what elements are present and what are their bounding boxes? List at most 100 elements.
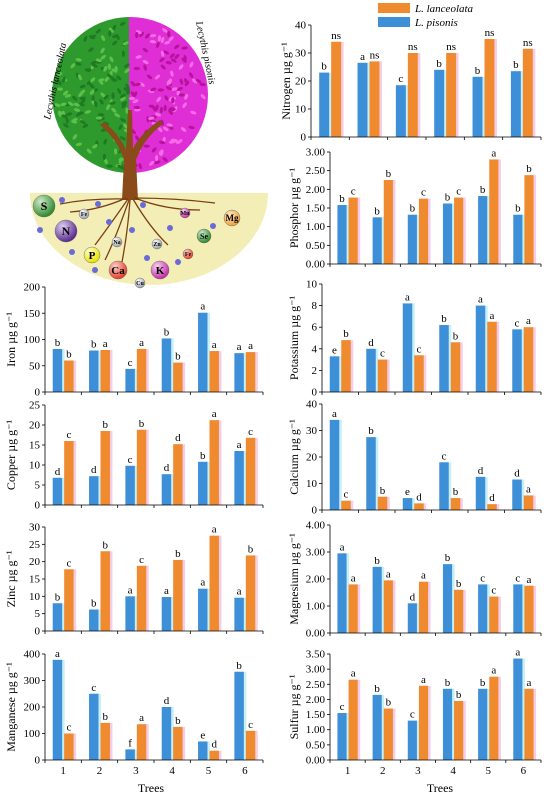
bar — [377, 359, 388, 392]
leaf — [83, 35, 88, 42]
leaf — [191, 78, 198, 84]
bar — [245, 437, 256, 505]
bar — [209, 351, 219, 392]
bar — [377, 496, 388, 510]
leaf — [88, 47, 94, 52]
bar-letter-label: b — [321, 61, 327, 73]
leaf — [64, 94, 72, 98]
leaf — [114, 113, 121, 118]
y-tick-label: 5 — [35, 608, 41, 620]
leaf — [122, 41, 129, 46]
bar — [329, 419, 340, 510]
bar-letter-label: c — [139, 554, 144, 566]
bar-letter-label: c — [410, 709, 415, 721]
leaf — [160, 64, 166, 70]
bar-letter-label: c — [515, 317, 520, 329]
bar-letter-label: d — [164, 695, 170, 707]
bar — [234, 597, 244, 631]
x-tick-label: 4 — [450, 765, 456, 777]
bar-letter-label: ns — [523, 37, 533, 49]
leaf — [177, 139, 183, 144]
bar-letter-label: a — [478, 294, 483, 306]
bar — [357, 62, 368, 137]
bar-letter-label: ns — [446, 41, 456, 53]
leaf — [79, 96, 86, 100]
leaf — [107, 63, 112, 70]
y-tick-label: 0 — [35, 626, 41, 638]
bar — [64, 569, 74, 631]
bar-letter-label: b — [445, 192, 451, 204]
y-tick-label: 0 — [312, 387, 318, 399]
bar — [487, 321, 497, 392]
bar-letter-label: c — [417, 343, 422, 355]
leaf — [62, 90, 69, 96]
y-tick-label: 25 — [29, 539, 41, 551]
bar — [341, 500, 351, 510]
bar-letter-label: b — [453, 330, 459, 342]
leaf — [168, 109, 173, 116]
nutrient-dot — [37, 227, 43, 233]
bar-letter-label: e — [405, 486, 410, 498]
leaf — [178, 64, 184, 70]
leaf — [146, 74, 153, 80]
bar-letter-label: c — [248, 426, 253, 438]
nutrient-ball — [179, 207, 191, 219]
y-tick-label: 40 — [295, 20, 307, 32]
leaf — [155, 104, 159, 111]
y-tick-label: 6 — [312, 322, 318, 334]
bar-letter-label: b — [343, 328, 349, 340]
bar-letter-label: d — [416, 491, 422, 503]
leaf — [139, 31, 145, 38]
leaf — [168, 36, 174, 42]
leaf — [86, 148, 92, 154]
legend-swatch-lanceolata — [378, 3, 410, 13]
leaf — [89, 89, 95, 95]
x-tick-label: 5 — [206, 765, 212, 777]
nutrient-ball — [182, 248, 194, 260]
bar — [52, 603, 63, 631]
bar — [348, 584, 358, 633]
y-tick-label: 1.00 — [306, 601, 326, 613]
bar — [89, 609, 99, 631]
bar-letter-label: b — [200, 450, 206, 462]
leaf — [109, 56, 114, 63]
leaf — [135, 55, 142, 59]
bar — [209, 750, 219, 760]
bar — [450, 342, 461, 392]
bar-letter-label: c — [456, 186, 461, 198]
bar-letter-label: a — [526, 483, 531, 495]
leaf — [133, 105, 141, 110]
axis-lines — [44, 654, 263, 761]
y-tick-label: 3.00 — [306, 547, 326, 559]
bar — [52, 477, 63, 505]
leaf — [75, 62, 82, 66]
x-tick-label: 3 — [133, 765, 139, 777]
leaf — [189, 72, 194, 79]
bar-letter-label: b — [475, 65, 481, 77]
y-tick-label: 8 — [312, 300, 318, 312]
leaf — [95, 28, 101, 34]
leaf — [169, 53, 175, 59]
y-axis-label: Iron µg g⁻¹ — [4, 312, 18, 367]
bar-letter-label: a — [515, 647, 520, 659]
bar-letter-label: b — [368, 425, 374, 437]
bar-letter-label: ns — [408, 41, 418, 53]
bar — [52, 348, 63, 392]
leaf — [111, 92, 115, 99]
nutrient-dot — [175, 259, 181, 265]
bar-letter-label: b — [515, 203, 521, 215]
bar — [125, 465, 135, 505]
bar-letter-label: a — [237, 586, 242, 598]
leaf — [133, 66, 141, 71]
bar-letter-label: e — [332, 344, 337, 356]
leaf — [133, 91, 138, 98]
bar — [64, 733, 74, 760]
bar-letter-label: a — [421, 570, 426, 582]
nutrient-dot — [69, 249, 75, 255]
leaf — [72, 134, 78, 140]
bar-letter-label: b — [480, 677, 486, 689]
leaf — [103, 65, 108, 72]
bar — [454, 700, 464, 760]
bar — [52, 659, 63, 760]
